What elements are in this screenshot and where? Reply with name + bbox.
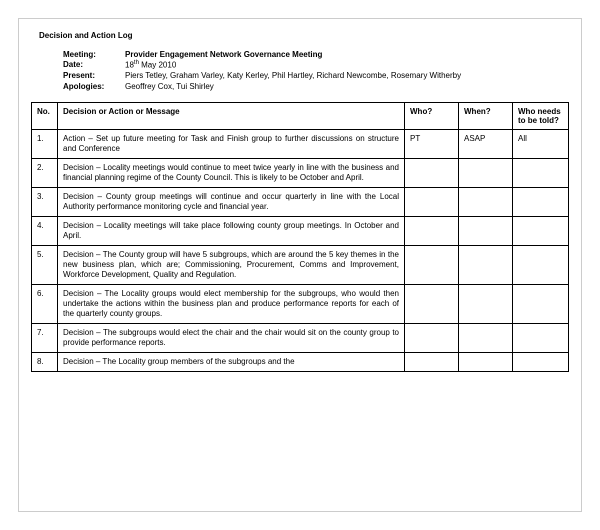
cell-msg: Decision – County group meetings will co… (58, 188, 405, 217)
cell-told (513, 159, 569, 188)
col-header-no: No. (32, 103, 58, 130)
cell-who (405, 246, 459, 285)
decision-table: No. Decision or Action or Message Who? W… (31, 102, 569, 372)
meta-row-present: Present: Piers Tetley, Graham Varley, Ka… (63, 71, 569, 81)
meta-value-date: 18th May 2010 (125, 60, 176, 71)
cell-when (459, 285, 513, 324)
cell-msg: Decision – The County group will have 5 … (58, 246, 405, 285)
table-row: 2.Decision – Locality meetings would con… (32, 159, 569, 188)
document-frame: Decision and Action Log Meeting: Provide… (18, 18, 582, 512)
table-row: 7.Decision – The subgroups would elect t… (32, 324, 569, 353)
cell-no: 2. (32, 159, 58, 188)
cell-who (405, 217, 459, 246)
meta-value-apologies: Geoffrey Cox, Tui Shirley (125, 82, 214, 92)
cell-msg: Action – Set up future meeting for Task … (58, 130, 405, 159)
meta-row-meeting: Meeting: Provider Engagement Network Gov… (63, 50, 569, 60)
cell-no: 6. (32, 285, 58, 324)
table-row: 1.Action – Set up future meeting for Tas… (32, 130, 569, 159)
cell-no: 7. (32, 324, 58, 353)
meta-label-apologies: Apologies: (63, 82, 125, 92)
cell-told (513, 353, 569, 372)
meta-label-date: Date: (63, 60, 125, 71)
meta-label-meeting: Meeting: (63, 50, 125, 60)
cell-when (459, 188, 513, 217)
cell-told (513, 246, 569, 285)
cell-when: ASAP (459, 130, 513, 159)
col-header-who: Who? (405, 103, 459, 130)
cell-told (513, 217, 569, 246)
cell-msg: Decision – The Locality groups would ele… (58, 285, 405, 324)
cell-msg: Decision – The subgroups would elect the… (58, 324, 405, 353)
cell-who (405, 285, 459, 324)
cell-when (459, 217, 513, 246)
cell-told (513, 324, 569, 353)
cell-told: All (513, 130, 569, 159)
meta-label-present: Present: (63, 71, 125, 81)
col-header-when: When? (459, 103, 513, 130)
col-header-msg: Decision or Action or Message (58, 103, 405, 130)
meta-row-date: Date: 18th May 2010 (63, 60, 569, 71)
cell-msg: Decision – Locality meetings will take p… (58, 217, 405, 246)
table-row: 6.Decision – The Locality groups would e… (32, 285, 569, 324)
meta-row-apologies: Apologies: Geoffrey Cox, Tui Shirley (63, 82, 569, 92)
cell-who (405, 159, 459, 188)
cell-msg: Decision – Locality meetings would conti… (58, 159, 405, 188)
meta-value-present: Piers Tetley, Graham Varley, Katy Kerley… (125, 71, 461, 81)
cell-no: 3. (32, 188, 58, 217)
cell-when (459, 246, 513, 285)
cell-told (513, 285, 569, 324)
cell-when (459, 324, 513, 353)
cell-no: 8. (32, 353, 58, 372)
cell-when (459, 159, 513, 188)
cell-who (405, 188, 459, 217)
cell-no: 1. (32, 130, 58, 159)
cell-no: 4. (32, 217, 58, 246)
table-row: 5.Decision – The County group will have … (32, 246, 569, 285)
table-row: 3.Decision – County group meetings will … (32, 188, 569, 217)
cell-who (405, 353, 459, 372)
cell-told (513, 188, 569, 217)
cell-who: PT (405, 130, 459, 159)
cell-who (405, 324, 459, 353)
table-row: 8.Decision – The Locality group members … (32, 353, 569, 372)
table-body: 1.Action – Set up future meeting for Tas… (32, 130, 569, 372)
col-header-told: Who needs to be told? (513, 103, 569, 130)
log-title: Decision and Action Log (39, 31, 569, 40)
table-row: 4.Decision – Locality meetings will take… (32, 217, 569, 246)
meta-value-meeting: Provider Engagement Network Governance M… (125, 50, 322, 60)
table-header-row: No. Decision or Action or Message Who? W… (32, 103, 569, 130)
cell-when (459, 353, 513, 372)
cell-no: 5. (32, 246, 58, 285)
meeting-meta: Meeting: Provider Engagement Network Gov… (63, 50, 569, 92)
cell-msg: Decision – The Locality group members of… (58, 353, 405, 372)
